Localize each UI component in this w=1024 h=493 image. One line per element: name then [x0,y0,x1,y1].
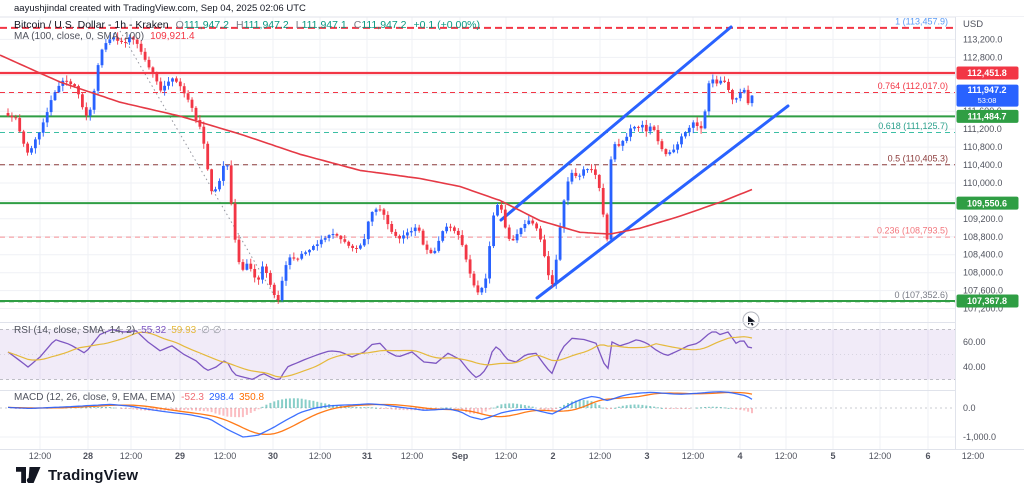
svg-text:0.618 (111,125.7): 0.618 (111,125.7) [878,121,948,131]
trend-channel [499,25,790,300]
level-lines [0,26,955,303]
channel-upper-line [499,25,733,222]
svg-text:4: 4 [737,451,742,461]
svg-text:60.00: 60.00 [963,337,986,347]
svg-text:108,800.0: 108,800.0 [963,232,1003,242]
svg-text:12:00: 12:00 [775,451,798,461]
svg-text:107,200.0: 107,200.0 [963,304,1003,314]
svg-text:Sep: Sep [452,451,469,461]
svg-text:12:00: 12:00 [120,451,143,461]
macd-layer [0,391,955,438]
svg-text:-1,000.0: -1,000.0 [963,432,996,442]
svg-text:12:00: 12:00 [401,451,424,461]
svg-text:107,367.8: 107,367.8 [967,296,1007,306]
svg-text:12:00: 12:00 [589,451,612,461]
price-badge: 112,451.8 [956,66,1019,80]
svg-text:109,550.6: 109,550.6 [967,198,1007,208]
tradingview-logo-text: TradingView [48,467,139,484]
tradingview-logo-mark [16,467,41,483]
svg-text:2: 2 [550,451,555,461]
time-axis[interactable]: 12:00 28 12:00 29 12:00 30 12:00 31 12:00 Sep 12:0… [29,451,985,461]
svg-text:0.236 (108,793.5): 0.236 (108,793.5) [877,226,948,236]
svg-text:112,451.8: 112,451.8 [967,68,1007,78]
svg-text:3: 3 [644,451,649,461]
cursor-marker-icon [742,311,760,329]
svg-text:107,600.0: 107,600.0 [963,286,1003,296]
svg-text:0.764 (112,017.0): 0.764 (112,017.0) [878,81,948,91]
price-badge: 111,947.253:08 [956,84,1019,107]
chart-canvas[interactable]: 1 (113,457.9) 0.764 (112,017.0) 0.618 (111… [0,0,1024,465]
svg-text:12:00: 12:00 [214,451,237,461]
svg-text:113,200.0: 113,200.0 [963,34,1002,44]
svg-text:5: 5 [830,451,835,461]
price-badge: 109,550.6 [956,196,1019,210]
svg-text:0.0: 0.0 [963,403,976,413]
price-axis[interactable]: 113,200.0112,800.0111,600.0111,200.0110,… [956,34,1019,442]
svg-text:28: 28 [83,451,93,461]
svg-text:12:00: 12:00 [309,451,332,461]
tradingview-logo[interactable]: TradingView [16,467,138,484]
svg-text:0.5 (110,405.3): 0.5 (110,405.3) [888,153,948,163]
svg-text:109,200.0: 109,200.0 [963,214,1003,224]
rsi-lines [7,328,753,381]
rsi-band [0,329,955,380]
svg-text:112,800.0: 112,800.0 [963,52,1002,62]
svg-text:12:00: 12:00 [962,451,985,461]
svg-text:110,800.0: 110,800.0 [963,142,1002,152]
svg-text:111,200.0: 111,200.0 [963,124,1002,134]
footer-bar: TradingView [0,462,1024,493]
svg-text:40.00: 40.00 [963,362,986,372]
svg-text:12:00: 12:00 [495,451,518,461]
svg-text:110,400.0: 110,400.0 [963,160,1002,170]
fib-retracement: 1 (113,457.9) 0.764 (112,017.0) 0.618 (111… [0,16,955,303]
svg-text:31: 31 [362,451,372,461]
svg-text:6: 6 [925,451,930,461]
svg-text:108,000.0: 108,000.0 [963,268,1003,278]
ma-100-line [0,54,753,235]
channel-lower-line [535,104,790,300]
svg-text:12:00: 12:00 [682,451,705,461]
price-badge: 111,484.7 [956,109,1019,123]
currency-unit-label[interactable]: USD [963,19,984,30]
grid-lines [0,17,974,449]
svg-text:12:00: 12:00 [869,451,892,461]
svg-text:111,947.2: 111,947.2 [967,85,1006,95]
candles-layer [6,32,754,304]
svg-text:111,484.7: 111,484.7 [967,112,1006,122]
svg-text:12:00: 12:00 [29,451,52,461]
price-badge: 107,367.8 [956,294,1019,308]
svg-text:108,400.0: 108,400.0 [963,250,1003,260]
svg-text:53:08: 53:08 [978,96,997,105]
svg-text:110,000.0: 110,000.0 [963,178,1002,188]
svg-text:0 (107,352.6): 0 (107,352.6) [894,290,948,300]
svg-text:29: 29 [175,451,185,461]
svg-text:1 (113,457.9): 1 (113,457.9) [895,16,948,26]
svg-text:30: 30 [268,451,278,461]
